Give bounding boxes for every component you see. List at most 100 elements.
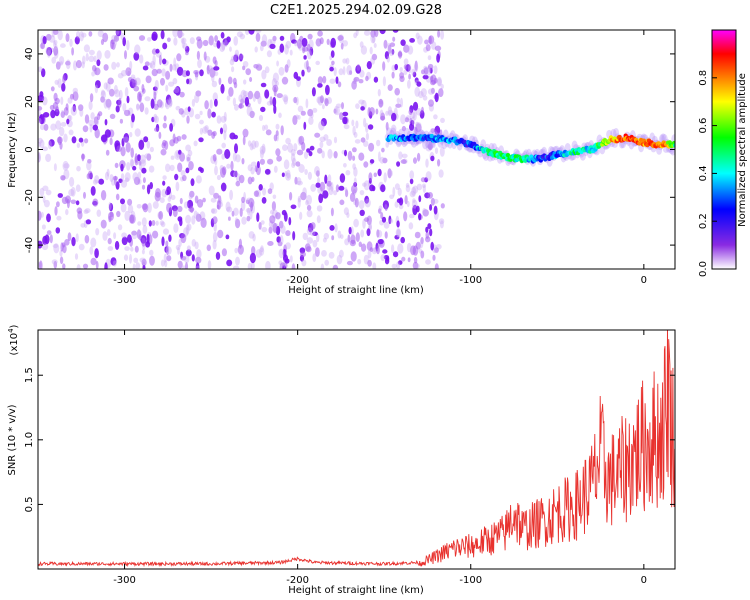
- noise-blob: [270, 209, 274, 215]
- noise-blob: [108, 203, 114, 212]
- noise-blob: [123, 109, 131, 117]
- noise-blob: [61, 83, 66, 92]
- noise-blob: [414, 77, 419, 83]
- noise-blob: [403, 64, 408, 70]
- noise-blob: [130, 147, 134, 158]
- noise-blob: [296, 149, 304, 156]
- noise-blob: [129, 158, 134, 167]
- noise-blob: [428, 99, 434, 107]
- noise-blob: [146, 184, 151, 195]
- noise-blob: [380, 212, 384, 220]
- noise-blob: [62, 160, 69, 171]
- noise-blob: [281, 76, 289, 85]
- noise-blob: [100, 190, 107, 201]
- noise-blob: [53, 260, 58, 269]
- noise-blob: [45, 33, 52, 41]
- noise-blobs: [38, 30, 445, 269]
- noise-blob: [38, 153, 41, 163]
- noise-blob: [181, 134, 187, 140]
- noise-blob: [316, 170, 320, 177]
- noise-blob: [185, 249, 192, 257]
- noise-blob: [391, 71, 395, 79]
- noise-blob: [170, 194, 176, 201]
- noise-blob: [222, 123, 228, 133]
- noise-blob: [312, 253, 317, 263]
- noise-blob: [379, 156, 385, 164]
- noise-blob: [105, 149, 110, 156]
- noise-blob: [95, 228, 100, 236]
- noise-blob: [353, 177, 357, 186]
- noise-blob: [235, 180, 241, 187]
- noise-blob: [153, 115, 159, 124]
- noise-blob: [329, 66, 334, 72]
- noise-blob: [416, 152, 421, 162]
- noise-blob: [245, 199, 250, 205]
- noise-blob: [114, 175, 117, 186]
- noise-blob: [391, 112, 397, 122]
- noise-blob: [397, 187, 402, 196]
- noise-blob: [202, 197, 206, 203]
- noise-blob: [358, 79, 364, 84]
- noise-blob: [235, 218, 241, 229]
- noise-blob: [226, 259, 233, 267]
- noise-blob: [105, 98, 112, 108]
- noise-blob: [100, 89, 106, 97]
- noise-blob: [328, 185, 334, 196]
- noise-blob: [55, 61, 61, 70]
- noise-blob: [100, 134, 108, 143]
- noise-blob: [220, 32, 225, 39]
- noise-blob: [110, 257, 117, 266]
- noise-blob: [316, 96, 322, 104]
- noise-blob: [222, 166, 227, 176]
- noise-blob: [53, 92, 58, 102]
- noise-blob: [172, 77, 178, 85]
- noise-blob: [430, 155, 435, 162]
- noise-blob: [385, 110, 389, 116]
- noise-blob: [160, 259, 165, 267]
- noise-blob: [69, 176, 75, 187]
- noise-blob: [376, 245, 380, 255]
- noise-blob: [355, 30, 359, 36]
- noise-blob: [172, 64, 177, 71]
- noise-blob: [396, 97, 401, 104]
- noise-blob: [242, 65, 246, 71]
- noise-blob: [356, 64, 361, 71]
- noise-blob: [185, 154, 192, 163]
- signal-halo: [570, 153, 577, 161]
- noise-blob: [276, 60, 279, 67]
- noise-blob: [177, 246, 180, 255]
- noise-blob: [440, 30, 445, 40]
- noise-blob: [437, 159, 441, 167]
- noise-blob: [236, 31, 243, 38]
- noise-blob: [70, 186, 76, 197]
- noise-blob: [173, 37, 178, 46]
- noise-blob: [124, 172, 131, 182]
- noise-blob: [53, 163, 57, 172]
- noise-blob: [174, 86, 180, 94]
- noise-blob: [315, 38, 322, 47]
- noise-blob: [138, 35, 146, 41]
- noise-blob: [330, 207, 334, 217]
- noise-blob: [234, 217, 239, 226]
- noise-blob: [232, 265, 240, 269]
- noise-blob: [297, 195, 302, 203]
- noise-blob: [126, 162, 131, 171]
- noise-blob: [164, 102, 168, 108]
- noise-blob: [108, 88, 115, 97]
- noise-blob: [413, 157, 417, 164]
- noise-blob: [420, 250, 425, 259]
- noise-blob: [220, 182, 227, 192]
- noise-blob: [102, 231, 108, 241]
- noise-blob: [213, 192, 220, 199]
- noise-blob: [82, 125, 89, 133]
- noise-blob: [196, 249, 202, 259]
- noise-blob: [346, 260, 353, 266]
- noise-blob: [74, 253, 79, 260]
- noise-blob: [223, 130, 227, 141]
- noise-blob: [134, 128, 141, 137]
- noise-blob: [141, 184, 146, 190]
- noise-blob: [440, 203, 445, 209]
- noise-blob: [180, 255, 187, 261]
- noise-blob: [226, 36, 231, 43]
